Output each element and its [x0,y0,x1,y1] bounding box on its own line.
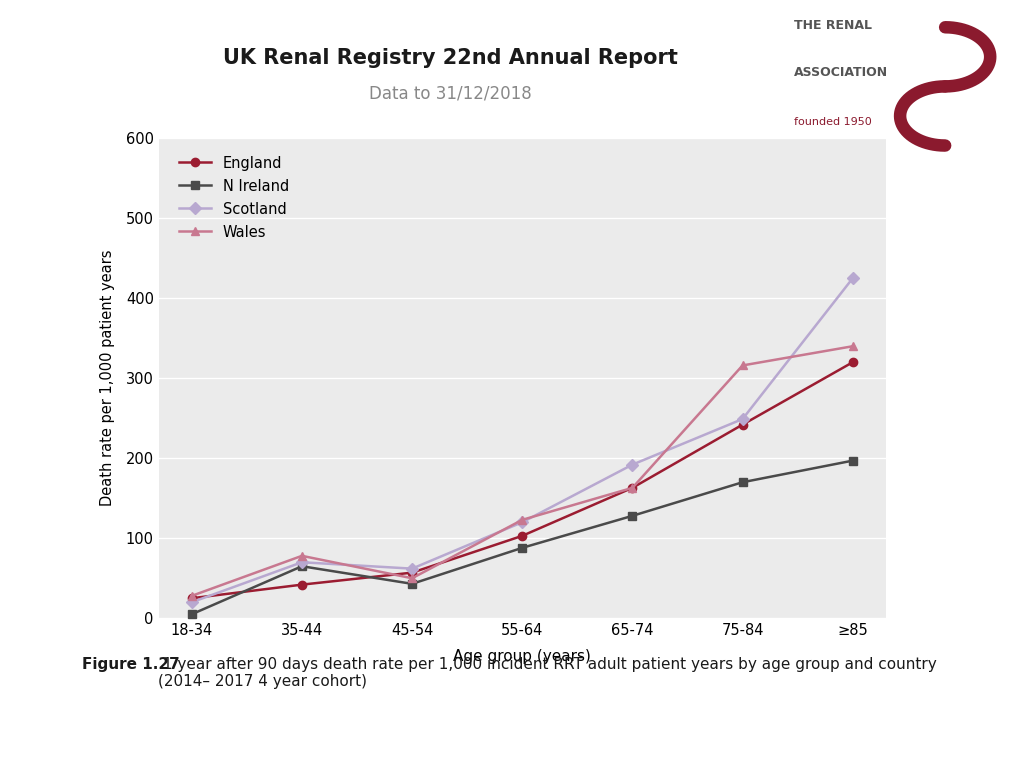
Text: Figure 1.27: Figure 1.27 [82,657,179,672]
Legend: England, N Ireland, Scotland, Wales: England, N Ireland, Scotland, Wales [173,151,295,246]
Text: 1 year after 90 days death rate per 1,000 incident RRT adult patient years by ag: 1 year after 90 days death rate per 1,00… [158,657,936,689]
Text: Data to 31/12/2018: Data to 31/12/2018 [370,84,531,103]
Text: THE RENAL: THE RENAL [794,19,871,32]
Y-axis label: Death rate per 1,000 patient years: Death rate per 1,000 patient years [99,250,115,506]
X-axis label: Age group (years): Age group (years) [454,649,591,664]
Text: UK Renal Registry 22nd Annual Report: UK Renal Registry 22nd Annual Report [223,48,678,68]
Text: ASSOCIATION: ASSOCIATION [794,66,888,79]
Text: founded 1950: founded 1950 [794,118,871,127]
